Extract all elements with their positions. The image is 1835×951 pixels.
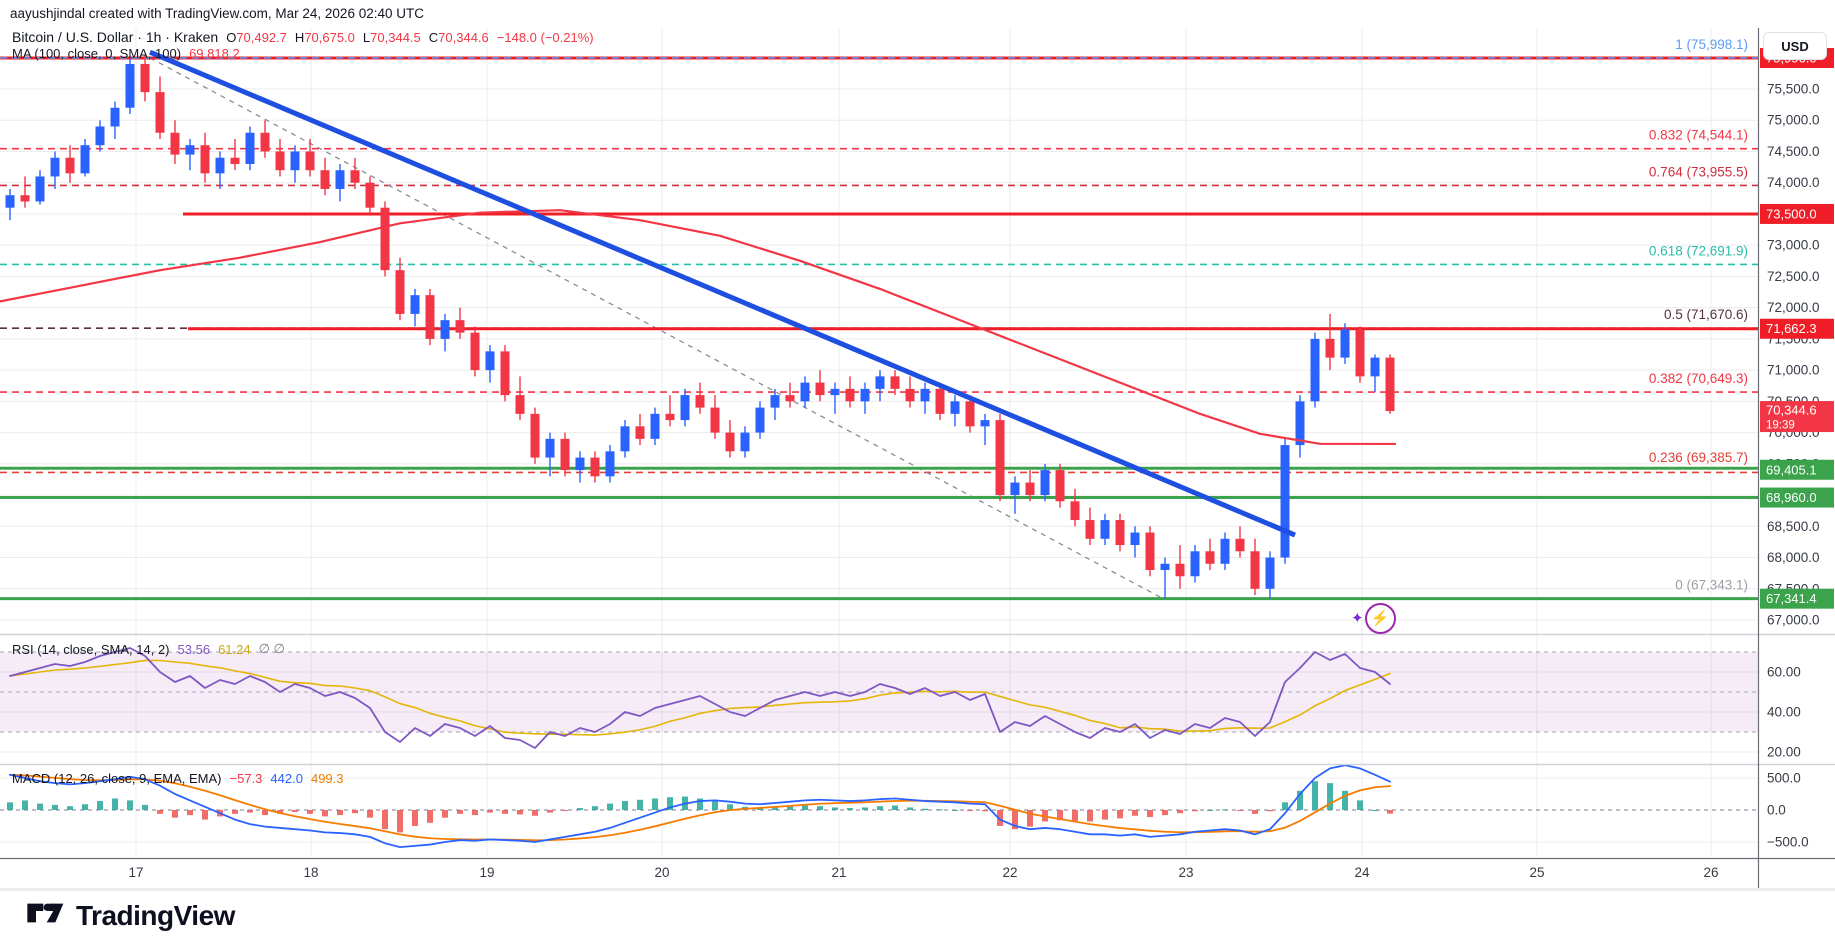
svg-text:19:39: 19:39	[1766, 420, 1795, 432]
rsi-value: 53.56	[177, 641, 211, 657]
svg-text:73,500.0: 73,500.0	[1766, 206, 1817, 221]
macd-legend-label: MACD (12, 26, close, 9, EMA, EMA)	[12, 771, 222, 786]
svg-text:75,000.0: 75,000.0	[1767, 113, 1820, 128]
svg-text:25: 25	[1529, 865, 1544, 880]
svg-text:18: 18	[303, 865, 318, 880]
svg-text:67,000.0: 67,000.0	[1767, 613, 1820, 628]
svg-text:74,500.0: 74,500.0	[1767, 144, 1820, 159]
svg-text:0.832 (74,544.1): 0.832 (74,544.1)	[1649, 128, 1748, 143]
svg-text:74,000.0: 74,000.0	[1767, 175, 1820, 190]
candles	[5, 54, 1395, 599]
macd-line-value: 442.0	[270, 771, 303, 786]
svg-text:68,960.0: 68,960.0	[1766, 490, 1817, 505]
tradingview-logo-text[interactable]: TradingView	[76, 899, 235, 931]
rsi-pane	[0, 647, 1758, 749]
rsi-legend-label: RSI (14, close, SMA, 14, 2)	[12, 641, 170, 657]
svg-text:72,000.0: 72,000.0	[1767, 300, 1820, 315]
svg-text:24: 24	[1354, 865, 1370, 880]
price-tags: 75,996.073,500.071,662.369,405.168,960.0…	[1760, 48, 1834, 609]
lightning-icon: ⚡	[1364, 603, 1396, 634]
macd-hist-value: −57.3	[229, 771, 263, 786]
lightning-marker[interactable]: ✦ ⚡	[1351, 603, 1396, 634]
change-value: −148.0 (−0.21%)	[496, 29, 594, 45]
horizontal-lines	[0, 56, 1758, 601]
svg-text:23: 23	[1178, 865, 1193, 880]
svg-text:0.764 (73,955.5): 0.764 (73,955.5)	[1649, 164, 1748, 179]
ohlc-close: C70,344.6	[428, 29, 489, 45]
footer: TradingView	[26, 897, 235, 934]
svg-text:0.5 (71,670.6): 0.5 (71,670.6)	[1664, 307, 1748, 322]
ma-legend-value: 69,818.2	[189, 46, 240, 61]
time-axis[interactable]: 17 18 19 20 21 22 23 24 25 26	[128, 865, 1718, 880]
svg-text:0 (67,343.1): 0 (67,343.1)	[1675, 578, 1748, 593]
ma-line	[0, 209, 1397, 446]
macd-signal-value: 499.3	[310, 771, 344, 786]
symbol-legend[interactable]: Bitcoin / U.S. Dollar · 1h · Kraken O70,…	[12, 29, 594, 45]
fib-labels: 1 (75,998.1) 0.832 (74,544.1) 0.764 (73,95…	[1649, 37, 1748, 593]
svg-text:70,344.6: 70,344.6	[1766, 403, 1817, 418]
ohlc-open: O70,492.7	[226, 29, 287, 45]
pane-dividers	[0, 28, 1835, 888]
svg-text:1 (75,998.1): 1 (75,998.1)	[1675, 37, 1748, 52]
rsi-extra-values: ∅ ∅	[258, 641, 285, 656]
macd-pane	[0, 764, 1758, 849]
svg-text:20.00: 20.00	[1767, 745, 1801, 760]
ma-legend-label: MA (100, close, 0, SMA, 100)	[12, 46, 182, 61]
svg-text:0.382 (70,649.3): 0.382 (70,649.3)	[1649, 371, 1748, 386]
gridlines	[0, 28, 1758, 856]
svg-text:73,000.0: 73,000.0	[1767, 238, 1820, 253]
rsi-legend[interactable]: RSI (14, close, SMA, 14, 2) 53.56 61.24 …	[12, 641, 285, 657]
ohlc-high: H70,675.0	[294, 29, 355, 45]
ohlc-low: L70,344.5	[362, 29, 421, 45]
credit-line: aayushjindal created with TradingView.co…	[10, 6, 424, 21]
currency-toggle-button[interactable]: USD	[1763, 32, 1827, 60]
svg-text:68,000.0: 68,000.0	[1767, 550, 1820, 565]
footer-divider	[0, 888, 1835, 891]
trendline	[149, 49, 1296, 538]
ma-legend[interactable]: MA (100, close, 0, SMA, 100) 69,818.2	[12, 46, 240, 61]
svg-text:26: 26	[1703, 865, 1718, 880]
svg-text:67,341.4: 67,341.4	[1766, 591, 1817, 606]
svg-text:−500.0: −500.0	[1767, 835, 1809, 850]
svg-text:0.618 (72,691.9): 0.618 (72,691.9)	[1649, 243, 1748, 258]
svg-text:71,662.3: 71,662.3	[1766, 321, 1817, 336]
svg-text:500.0: 500.0	[1767, 771, 1801, 786]
svg-text:72,500.0: 72,500.0	[1767, 269, 1820, 284]
svg-text:69,405.1: 69,405.1	[1766, 462, 1817, 477]
svg-text:21: 21	[831, 865, 846, 880]
svg-text:71,000.0: 71,000.0	[1767, 363, 1820, 378]
tradingview-logo-icon[interactable]	[26, 897, 66, 934]
svg-text:17: 17	[128, 865, 143, 880]
svg-text:20: 20	[654, 865, 669, 880]
svg-text:40.00: 40.00	[1767, 705, 1801, 720]
svg-text:68,500.0: 68,500.0	[1767, 519, 1820, 534]
svg-text:19: 19	[479, 865, 494, 880]
svg-text:60.00: 60.00	[1767, 665, 1801, 680]
svg-text:22: 22	[1002, 865, 1017, 880]
svg-text:75,500.0: 75,500.0	[1767, 82, 1820, 97]
svg-text:0.236 (69,385.7): 0.236 (69,385.7)	[1649, 450, 1748, 465]
macd-legend[interactable]: MACD (12, 26, close, 9, EMA, EMA) −57.3 …	[12, 771, 344, 786]
symbol-title[interactable]: Bitcoin / U.S. Dollar · 1h · Kraken	[12, 29, 219, 45]
sparkle-icon: ✦	[1351, 610, 1364, 627]
svg-text:0.0: 0.0	[1767, 803, 1786, 818]
rsi-ma-value: 61.24	[218, 641, 251, 657]
